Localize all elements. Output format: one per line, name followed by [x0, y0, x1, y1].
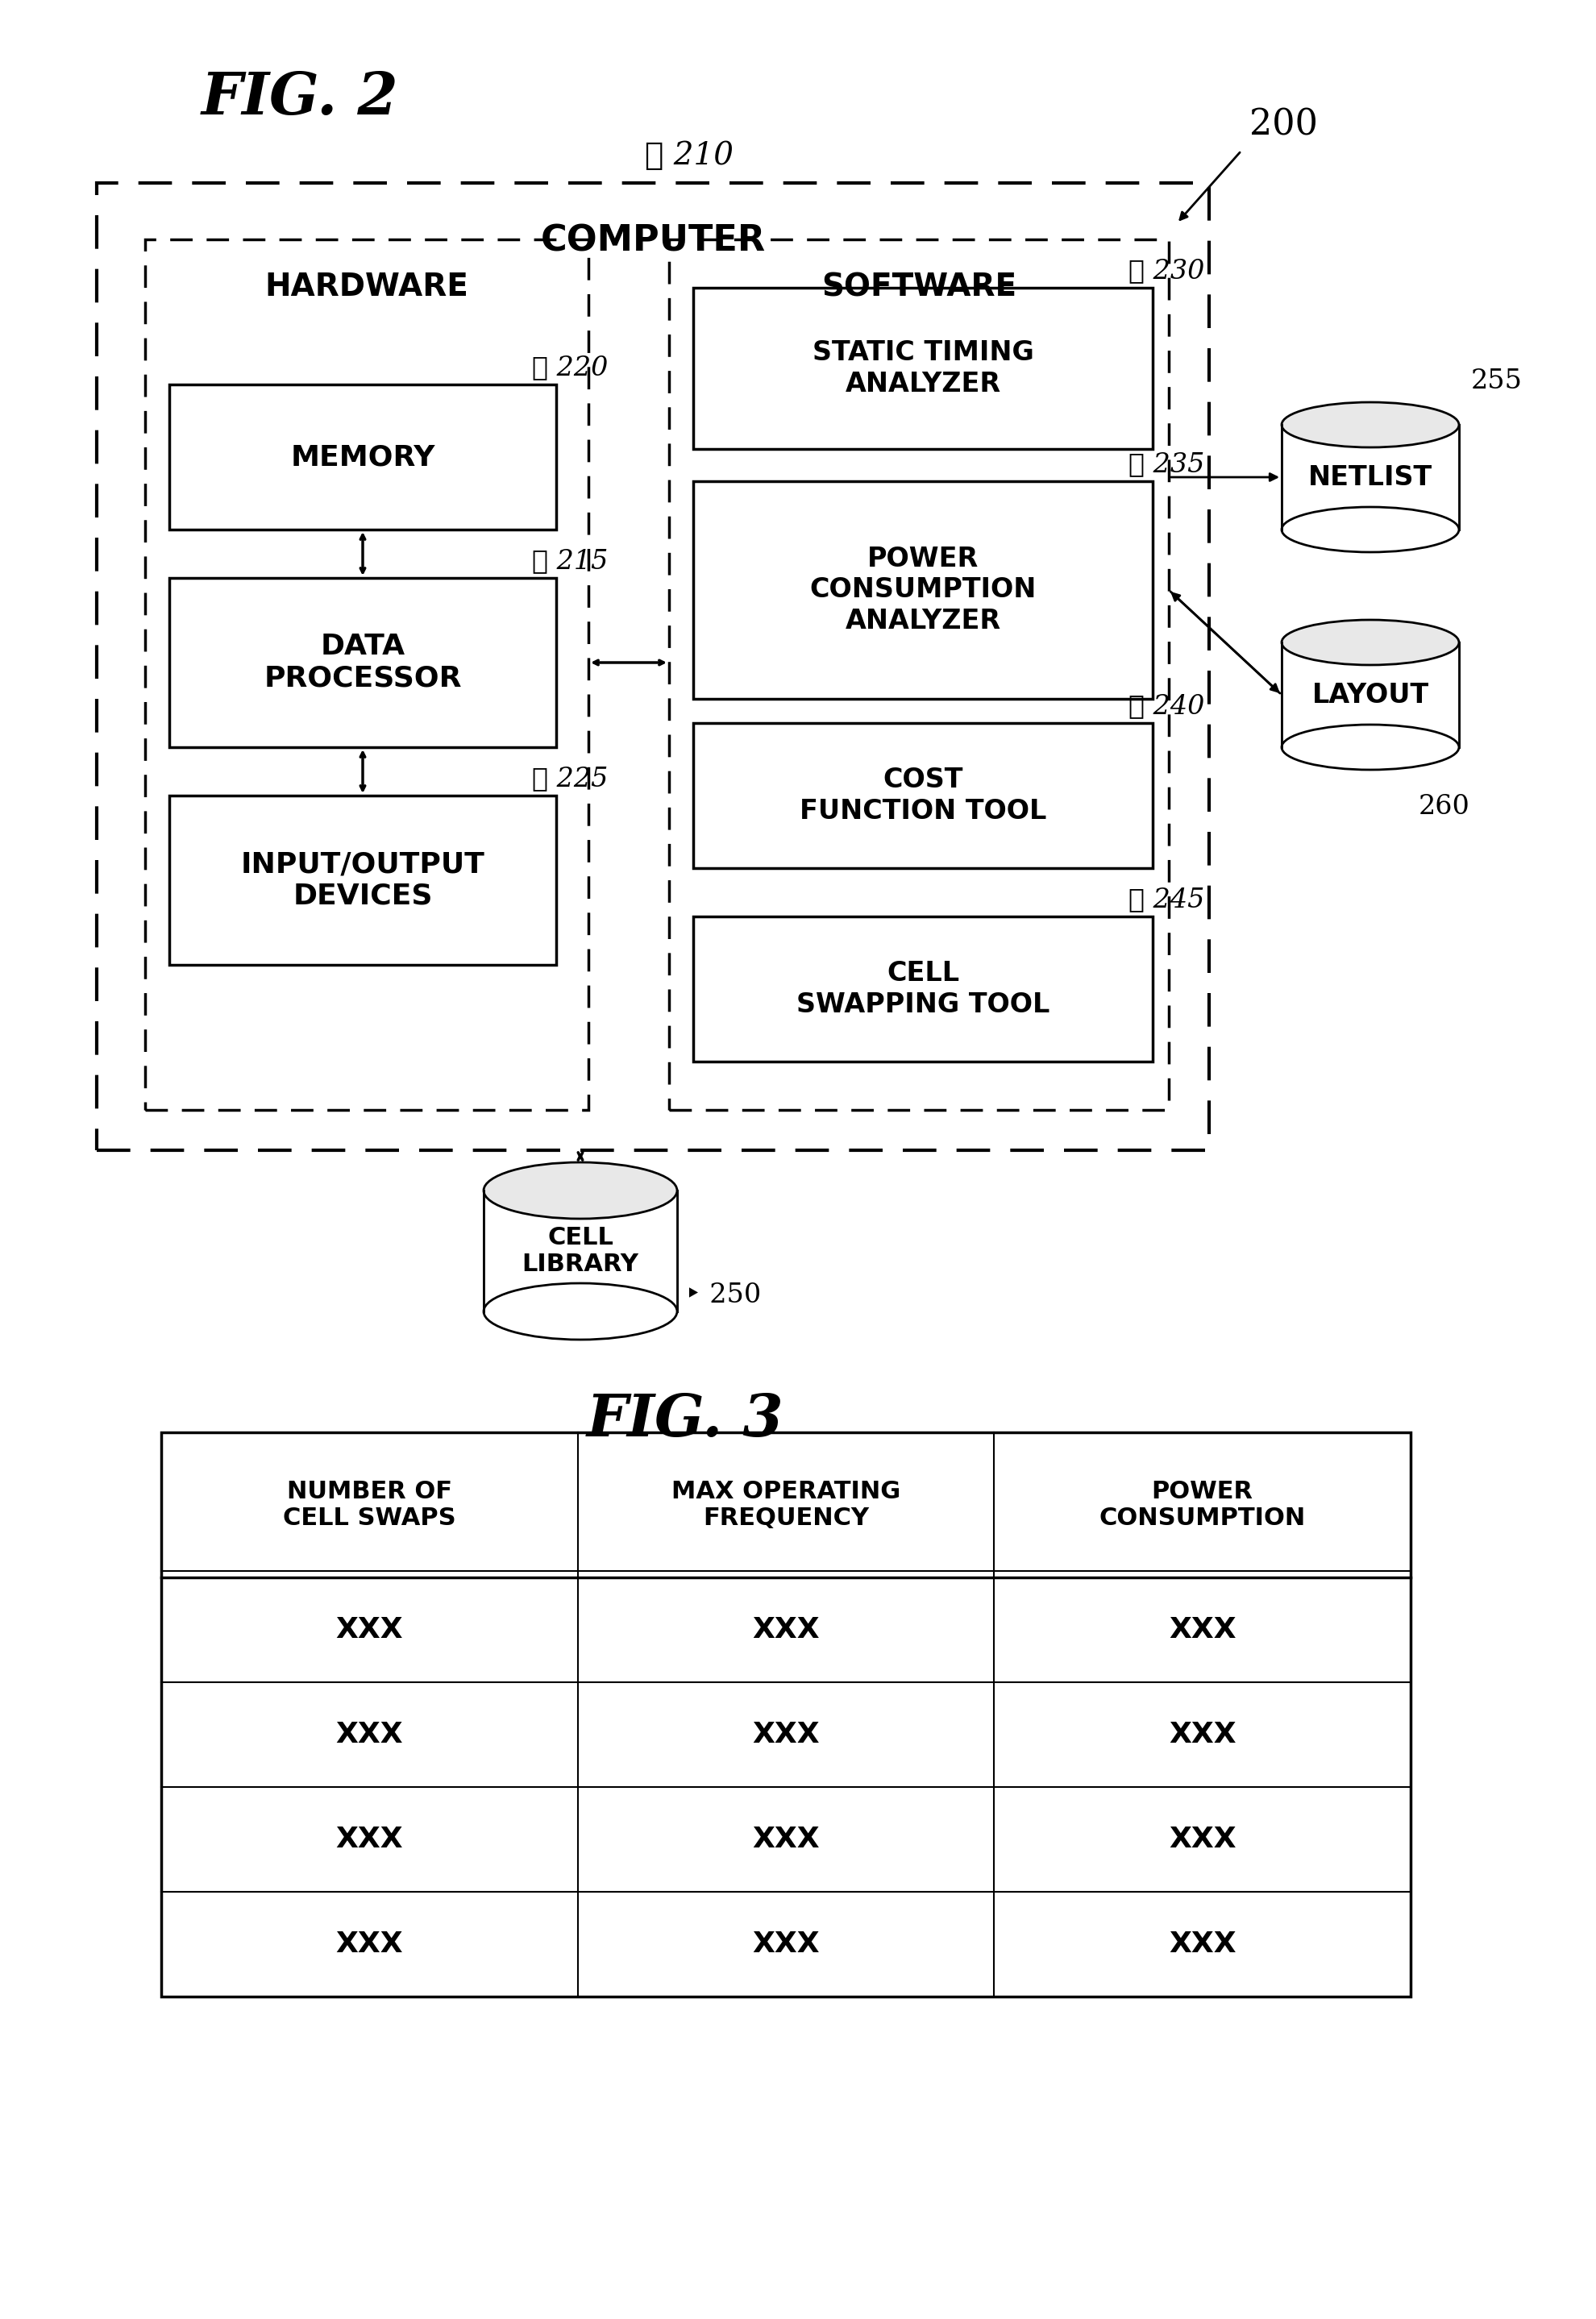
- Text: XXX: XXX: [335, 1721, 404, 1749]
- Text: XXX: XXX: [1168, 1721, 1235, 1749]
- Text: FIG. 3: FIG. 3: [587, 1391, 784, 1449]
- Text: ⁙ 245: ⁙ 245: [1128, 886, 1205, 911]
- FancyBboxPatch shape: [693, 288, 1152, 450]
- Text: 260: 260: [1419, 793, 1470, 819]
- Text: DATA
PROCESSOR: DATA PROCESSOR: [263, 633, 461, 691]
- Text: 255: 255: [1472, 369, 1523, 394]
- FancyBboxPatch shape: [169, 795, 555, 965]
- Text: SOFTWARE: SOFTWARE: [822, 271, 1017, 301]
- FancyBboxPatch shape: [693, 916, 1152, 1062]
- Text: ⁙ 215: ⁙ 215: [531, 547, 608, 573]
- Text: XXX: XXX: [335, 1825, 404, 1853]
- Text: ⁙ 230: ⁙ 230: [1128, 257, 1205, 283]
- FancyBboxPatch shape: [484, 1190, 677, 1313]
- Text: FIG. 2: FIG. 2: [201, 70, 399, 128]
- Text: ⁙ 240: ⁙ 240: [1128, 693, 1205, 719]
- FancyBboxPatch shape: [1282, 424, 1459, 529]
- Text: XXX: XXX: [1168, 1929, 1235, 1957]
- Ellipse shape: [1282, 724, 1459, 770]
- FancyBboxPatch shape: [1282, 642, 1459, 747]
- Text: STATIC TIMING
ANALYZER: STATIC TIMING ANALYZER: [812, 339, 1034, 397]
- Text: XXX: XXX: [335, 1616, 404, 1644]
- Text: MAX OPERATING
FREQUENCY: MAX OPERATING FREQUENCY: [672, 1480, 900, 1531]
- FancyBboxPatch shape: [1282, 424, 1459, 529]
- Text: CELL
SWAPPING TOOL: CELL SWAPPING TOOL: [796, 960, 1050, 1018]
- Text: 200: 200: [1250, 109, 1318, 144]
- Ellipse shape: [484, 1282, 677, 1340]
- FancyBboxPatch shape: [693, 482, 1152, 698]
- Text: LAYOUT: LAYOUT: [1312, 682, 1428, 707]
- Ellipse shape: [1282, 401, 1459, 448]
- Text: NUMBER OF
CELL SWAPS: NUMBER OF CELL SWAPS: [282, 1480, 456, 1531]
- Text: ‣ 250: ‣ 250: [685, 1282, 761, 1308]
- Text: ⁙ 225: ⁙ 225: [531, 765, 608, 791]
- Text: XXX: XXX: [752, 1825, 820, 1853]
- Text: ⁙ 210: ⁙ 210: [645, 141, 734, 172]
- Text: POWER
CONSUMPTION: POWER CONSUMPTION: [1100, 1480, 1306, 1531]
- FancyBboxPatch shape: [169, 577, 555, 747]
- Text: XXX: XXX: [752, 1929, 820, 1957]
- FancyBboxPatch shape: [1282, 642, 1459, 747]
- Text: ⁙ 235: ⁙ 235: [1128, 452, 1205, 478]
- Text: NETLIST: NETLIST: [1309, 464, 1433, 492]
- Text: XXX: XXX: [752, 1721, 820, 1749]
- Text: HARDWARE: HARDWARE: [265, 271, 469, 301]
- Text: XXX: XXX: [335, 1929, 404, 1957]
- Text: MEMORY: MEMORY: [290, 443, 436, 471]
- Text: COMPUTER: COMPUTER: [541, 223, 766, 257]
- Text: ⁙ 220: ⁙ 220: [531, 355, 608, 380]
- Text: INPUT/OUTPUT
DEVICES: INPUT/OUTPUT DEVICES: [241, 851, 485, 909]
- Text: CELL
LIBRARY: CELL LIBRARY: [522, 1227, 638, 1275]
- FancyBboxPatch shape: [169, 385, 555, 529]
- Ellipse shape: [1282, 508, 1459, 552]
- Text: POWER
CONSUMPTION
ANALYZER: POWER CONSUMPTION ANALYZER: [809, 545, 1036, 633]
- Ellipse shape: [1282, 619, 1459, 666]
- Text: XXX: XXX: [1168, 1616, 1235, 1644]
- Text: COST
FUNCTION TOOL: COST FUNCTION TOOL: [800, 768, 1047, 823]
- Text: XXX: XXX: [752, 1616, 820, 1644]
- FancyBboxPatch shape: [693, 724, 1152, 867]
- Ellipse shape: [484, 1162, 677, 1220]
- FancyBboxPatch shape: [484, 1190, 677, 1313]
- FancyBboxPatch shape: [161, 1433, 1411, 1997]
- Text: XXX: XXX: [1168, 1825, 1235, 1853]
